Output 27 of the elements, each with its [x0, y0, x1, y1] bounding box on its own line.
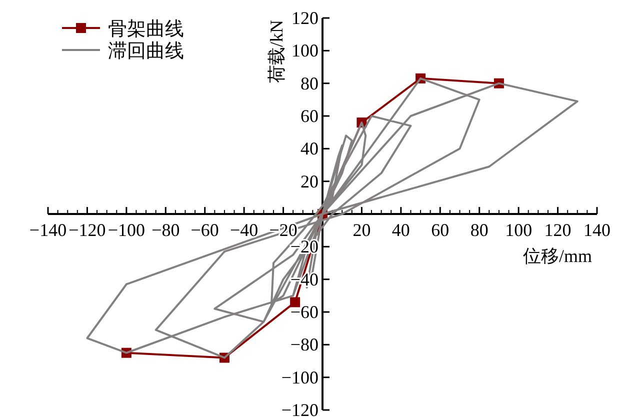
y-tick-label: 120 [292, 8, 318, 28]
x-tick-label: −80 [152, 220, 180, 240]
x-tick-label: −100 [108, 220, 146, 240]
y-tick-label: −120 [281, 400, 318, 417]
x-tick-label: −120 [68, 220, 106, 240]
y-tick-label: 20 [300, 171, 318, 192]
y-tick-label: −100 [281, 367, 318, 388]
x-tick-label: 80 [470, 220, 488, 240]
y-tick-label: −60 [290, 302, 318, 322]
y-tick-label: 60 [300, 106, 318, 126]
x-tick-label: 100 [505, 220, 532, 240]
x-tick-label: 20 [352, 220, 371, 240]
x-tick-label: 120 [544, 220, 572, 240]
x-axis-title: 位移/mm [522, 246, 592, 266]
y-tick-label: 40 [300, 138, 318, 159]
x-tick-label: 140 [584, 220, 610, 240]
legend-label: 滞回曲线 [108, 41, 184, 62]
y-tick-label: 80 [300, 73, 318, 94]
y-tick-label: −80 [290, 334, 318, 355]
legend-label: 骨架曲线 [108, 19, 184, 40]
x-tick-label: −140 [29, 220, 67, 240]
x-tick-label: 40 [392, 220, 410, 240]
x-tick-label: 60 [431, 220, 450, 240]
x-tick-label: −40 [230, 220, 258, 240]
x-tick-label: −60 [190, 220, 219, 240]
y-axis-title: 荷载/kN [266, 20, 286, 83]
y-tick-label: 100 [292, 40, 318, 61]
